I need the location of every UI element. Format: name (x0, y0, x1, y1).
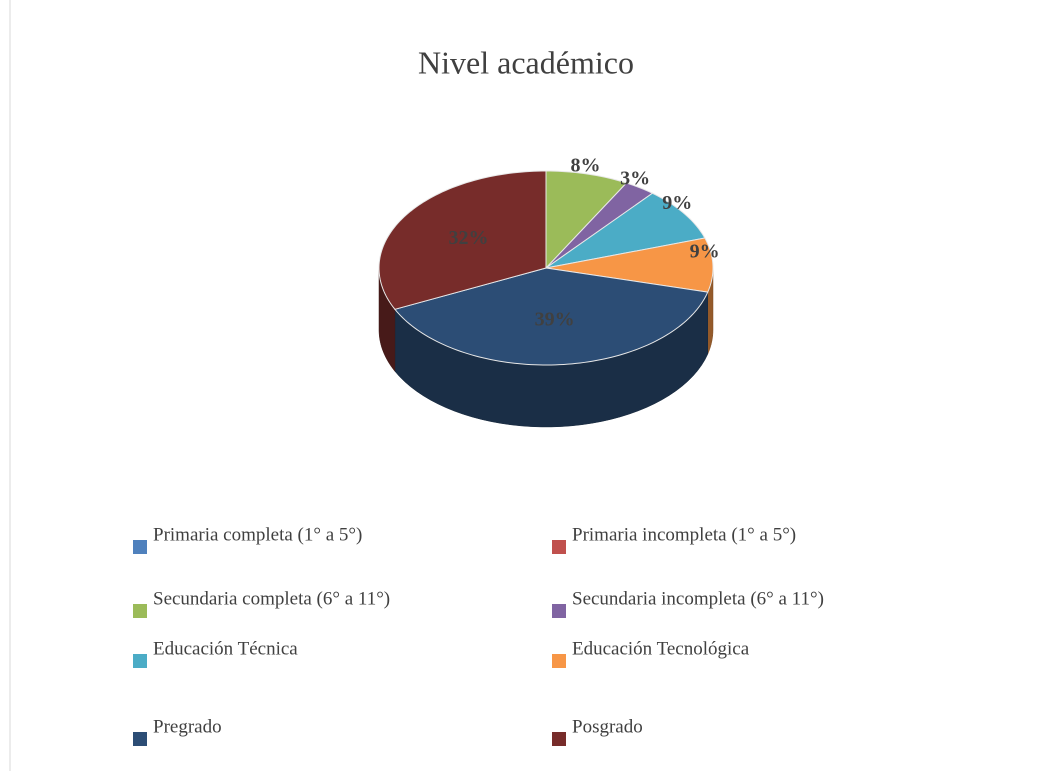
legend-label: Secundaria incompleta (6° a 11°) (572, 588, 824, 609)
slice (378, 170, 547, 310)
data-label: 39% (535, 309, 575, 331)
slice (545, 170, 628, 270)
legend-label: Educación Técnica (153, 638, 298, 659)
legend-swatch (133, 732, 147, 746)
data-label: 9% (662, 192, 692, 214)
legend-swatch (552, 732, 566, 746)
data-label: 3% (620, 167, 650, 189)
legend-label: Secundaria completa (6° a 11°) (153, 588, 390, 609)
legend-label: Posgrado (572, 716, 643, 737)
slice (545, 182, 654, 269)
legend-swatch (552, 604, 566, 618)
data-label: 32% (448, 227, 488, 249)
legend-swatch (552, 540, 566, 554)
legend-swatch (552, 654, 566, 668)
legend-label: Pregrado (153, 716, 222, 737)
legend-label: Educación Tecnológica (572, 638, 750, 659)
chart-title: Nivel académico (418, 44, 634, 80)
slice (394, 267, 709, 366)
legend-swatch (133, 604, 147, 618)
legend-swatch (133, 654, 147, 668)
legend-label: Primaria completa (1° a 5°) (153, 524, 362, 545)
data-label: 9% (690, 241, 720, 263)
data-label: 8% (570, 154, 600, 176)
legend-label: Primaria incompleta (1° a 5°) (572, 524, 796, 545)
legend-swatch (133, 540, 147, 554)
slice (545, 237, 714, 293)
slice (545, 192, 706, 269)
